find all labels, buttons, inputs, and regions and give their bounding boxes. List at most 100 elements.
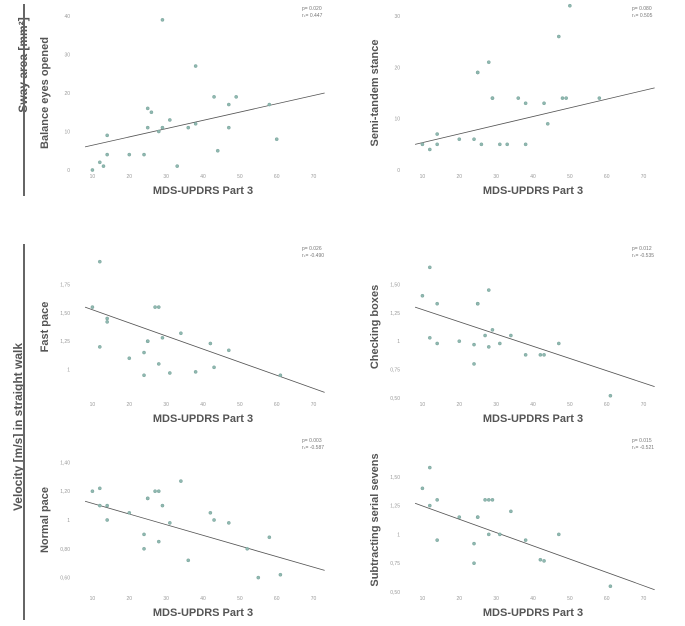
checking-boxes-data-point [523, 353, 528, 357]
fast-pace-x-tick: 50 [237, 402, 243, 408]
normal-pace-data-point [245, 547, 250, 551]
normal-pace-data-point [105, 503, 109, 508]
semi-tandem-data-point [556, 34, 561, 39]
balance-y-tick: 40 [64, 14, 70, 20]
checking-boxes-y-tick: 0,75 [390, 368, 400, 374]
balance-y-tick: 30 [64, 53, 70, 59]
checking-boxes-x-tick: 30 [493, 402, 499, 408]
fast-pace-fit-line [84, 306, 325, 393]
fast-pace-data-point [168, 371, 172, 375]
normal-pace-fit-line [84, 500, 325, 571]
semi-tandem-stat-1: rₛ= 0.505 [632, 13, 653, 19]
checking-boxes-x-tick: 50 [567, 402, 573, 408]
semi-tandem-x-tick: 10 [420, 174, 426, 180]
checking-boxes-data-point [457, 339, 462, 343]
balance-y-tick: 20 [64, 91, 70, 97]
sway-area-group-divider [23, 4, 25, 196]
serial-sevens-data-point [428, 503, 432, 508]
fast-pace-data-point [193, 370, 198, 374]
balance-data-point [105, 152, 109, 157]
normal-pace-data-point [98, 486, 102, 491]
serial-sevens-x-tick: 50 [567, 596, 573, 602]
checking-boxes-data-point [486, 288, 491, 292]
checking-boxes-data-point [475, 301, 480, 306]
semi-tandem-data-point [523, 101, 528, 106]
checking-boxes-data-point [435, 301, 439, 306]
fast-pace-data-point [208, 341, 213, 346]
semi-tandem-fit-line [414, 87, 655, 145]
checking-boxes-x-tick: 20 [457, 402, 463, 408]
balance-data-point [98, 160, 102, 165]
serial-sevens-data-point [435, 498, 439, 502]
checking-boxes-data-point [435, 341, 439, 346]
checking-boxes-data-point [472, 342, 476, 347]
balance-x-tick: 30 [163, 174, 169, 180]
balance-data-point [168, 118, 172, 122]
checking-boxes-stat-0: p= 0.012 [632, 246, 652, 252]
fast-pace-data-point [153, 305, 157, 309]
semi-tandem-y-tick: 10 [394, 117, 400, 123]
fast-pace-data-point [105, 316, 109, 321]
normal-pace-x-axis-label: MDS-UPDRS Part 3 [153, 607, 253, 619]
semi-tandem-x-axis-label: MDS-UPDRS Part 3 [483, 185, 583, 197]
semi-tandem-data-point [435, 132, 439, 136]
normal-pace-x-tick: 30 [163, 596, 169, 602]
semi-tandem-x-tick: 20 [457, 174, 463, 180]
serial-sevens-data-point [486, 498, 491, 502]
normal-pace-data-point [256, 575, 261, 580]
checking-boxes-data-point [498, 341, 502, 346]
normal-pace-data-point [226, 521, 231, 525]
normal-pace-x-tick: 50 [237, 596, 243, 602]
fast-pace-data-point [142, 350, 146, 355]
serial-sevens-data-point [428, 465, 432, 470]
balance-fit-line [84, 92, 325, 148]
checking-boxes-x-axis-label: MDS-UPDRS Part 3 [483, 413, 583, 425]
checking-boxes-data-point [538, 353, 543, 357]
normal-pace-data-point [90, 489, 95, 494]
normal-pace-y-tick: 0,80 [60, 547, 70, 553]
semi-tandem-data-point [542, 101, 546, 106]
normal-pace-data-point [156, 539, 161, 544]
checking-boxes-data-point [490, 328, 495, 332]
normal-pace-x-tick: 70 [311, 596, 317, 602]
balance-y-tick: 0 [67, 168, 70, 174]
fast-pace-data-point [226, 348, 231, 353]
serial-sevens-data-point [472, 541, 476, 546]
normal-pace-data-point [212, 518, 216, 522]
semi-tandem-x-tick: 30 [493, 174, 499, 180]
normal-pace-data-point [160, 503, 165, 508]
semi-tandem-y-tick: 20 [394, 65, 400, 71]
balance-data-point [156, 129, 161, 134]
balance-data-point [149, 110, 154, 115]
normal-pace-data-point [267, 535, 272, 540]
balance-x-axis-label: MDS-UPDRS Part 3 [153, 185, 253, 197]
normal-pace-data-point [127, 511, 132, 515]
serial-sevens-x-tick: 60 [604, 596, 610, 602]
normal-pace-data-point [145, 496, 150, 501]
normal-pace-y-tick: 1 [67, 518, 70, 524]
fast-pace-y-tick: 1,75 [60, 282, 70, 288]
checking-boxes-x-tick: 10 [420, 402, 426, 408]
checking-boxes-data-point [542, 353, 546, 357]
fast-pace-x-tick: 10 [90, 402, 96, 408]
semi-tandem-data-point [564, 96, 568, 100]
fast-pace-data-point [127, 356, 132, 361]
semi-tandem-data-point [597, 96, 602, 100]
semi-tandem-data-point [505, 142, 509, 147]
balance-x-tick: 60 [274, 174, 280, 180]
serial-sevens-y-tick: 1,50 [390, 475, 400, 481]
checking-boxes-fit-line [414, 306, 655, 388]
normal-pace-stat-0: p= 0.003 [302, 438, 322, 444]
serial-sevens-data-point [486, 532, 491, 537]
fast-pace-data-point [212, 365, 216, 370]
velocity-group-divider [23, 244, 25, 620]
serial-sevens-x-tick: 40 [530, 596, 536, 602]
balance-data-point [145, 125, 150, 130]
serial-sevens-x-tick: 70 [641, 596, 647, 602]
semi-tandem-x-tick: 60 [604, 174, 610, 180]
normal-pace-data-point [142, 532, 146, 537]
balance-data-point [101, 164, 106, 168]
semi-tandem-stance-chart: Semi-tandem stance MDS-UPDRS Part 3 p= 0.0… [369, 3, 655, 197]
normal-pace-data-point [105, 518, 109, 522]
checking-boxes-chart: Checking boxes MDS-UPDRS Part 3 p= 0.012rₛ… [369, 246, 655, 425]
